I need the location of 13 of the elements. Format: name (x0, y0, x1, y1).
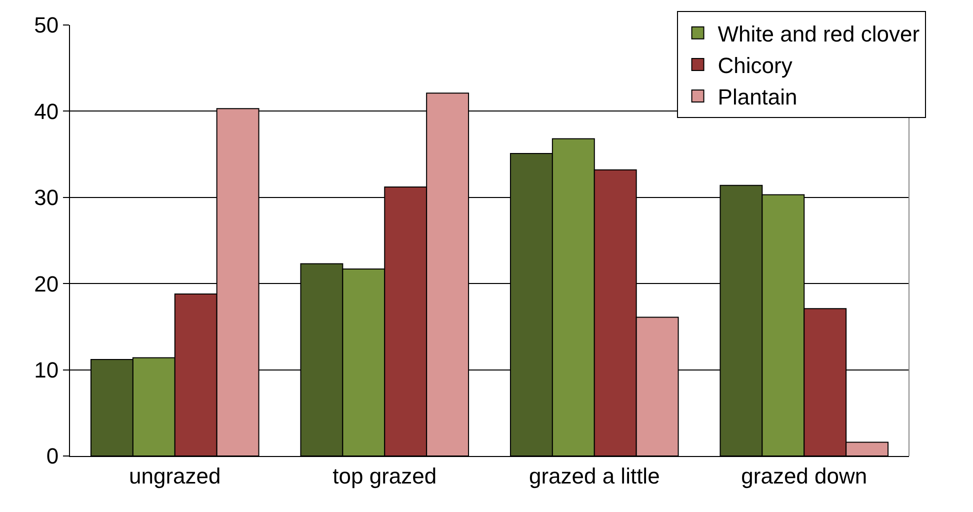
x-tick-label: grazed a little (528, 463, 660, 488)
x-tick-label: top grazed (332, 463, 437, 488)
y-tick-label: 20 (34, 271, 59, 296)
x-tick-label: ungrazed (129, 463, 221, 488)
y-tick-label: 30 (34, 185, 59, 210)
legend-label: Plantain (718, 84, 798, 110)
y-tick-label: 50 (34, 12, 59, 38)
x-tick-label: grazed down (741, 463, 868, 488)
legend-label: White and red clover (718, 21, 920, 46)
y-tick-label: 0 (46, 444, 59, 469)
legend-label: Chicory (718, 53, 792, 78)
y-tick-label: 10 (34, 358, 59, 382)
y-tick-label: 40 (34, 98, 59, 124)
